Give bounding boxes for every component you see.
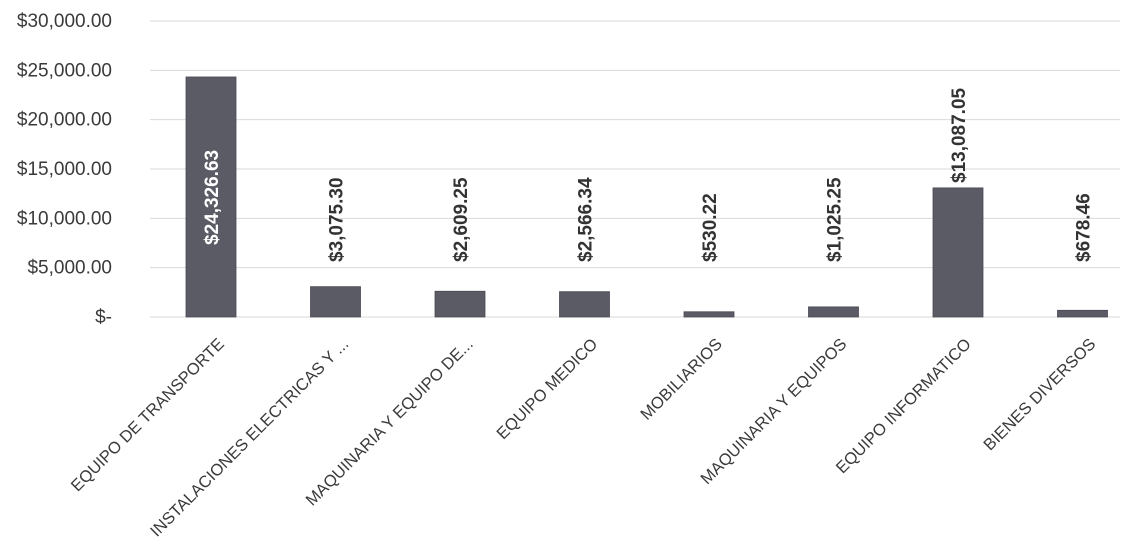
data-label: $2,609.25 xyxy=(451,177,472,262)
bar xyxy=(310,286,361,318)
category-label: MAQUINARIA Y EQUIPOS xyxy=(697,335,850,488)
gridlines xyxy=(150,20,1120,318)
bars xyxy=(185,76,1108,318)
data-label: $678.46 xyxy=(1074,193,1095,262)
y-tick-label: $10,000.00 xyxy=(17,208,112,229)
y-tick-label: $30,000.00 xyxy=(17,11,112,32)
category-label: INSTALACIONES ELECTRICAS Y ... xyxy=(147,335,352,540)
category-label: EQUIPO MEDICO xyxy=(493,335,601,443)
y-axis-tick-labels: $- $5,000.00 $10,000.00 $15,000.00 $20,000.0… xyxy=(17,11,112,328)
bar xyxy=(559,291,610,318)
data-label: $3,075.30 xyxy=(327,177,348,262)
y-tick-label: $5,000.00 xyxy=(27,258,112,279)
y-tick-label: $- xyxy=(95,307,112,328)
data-labels: $24,326.63 $3,075.30 $2,609.25 $2,566.34 $53… xyxy=(202,87,1095,262)
bar xyxy=(683,311,735,318)
data-label: $2,566.34 xyxy=(576,177,597,262)
y-tick-label: $25,000.00 xyxy=(17,60,112,81)
bar xyxy=(185,76,237,318)
y-tick-label: $20,000.00 xyxy=(17,110,112,131)
data-label: $1,025.25 xyxy=(825,177,846,262)
bar xyxy=(932,187,984,318)
bar xyxy=(1057,309,1108,318)
data-label: $530.22 xyxy=(700,193,721,262)
y-tick-label: $15,000.00 xyxy=(17,159,112,180)
data-label: $24,326.63 xyxy=(202,150,223,245)
bar xyxy=(808,306,859,318)
data-label: $13,087.05 xyxy=(949,87,970,183)
category-label: BIENES DIVERSOS xyxy=(980,335,1099,454)
category-label: EQUIPO INFORMATICO xyxy=(833,335,975,477)
bar xyxy=(434,290,486,318)
category-label: MOBILIARIOS xyxy=(637,335,726,424)
